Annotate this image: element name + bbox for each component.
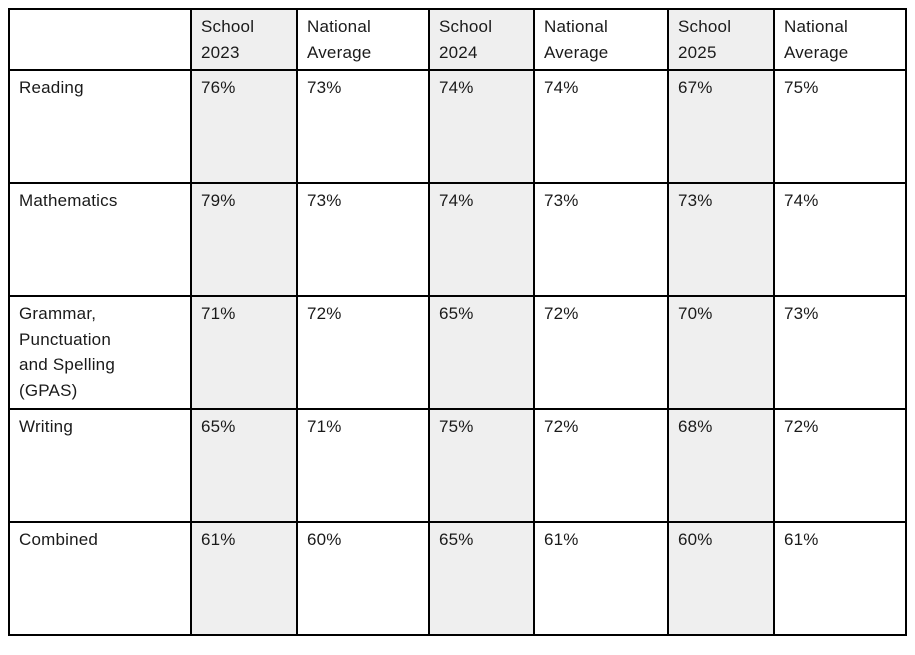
value-cell: 61% [773,521,907,636]
header-cell: School 2024 [428,8,535,71]
value-cell: 74% [428,69,535,184]
header-cell: National Average [773,8,907,71]
table-row: Grammar, Punctuation and Spelling (GPAS)… [8,295,907,410]
value-cell: 79% [190,182,298,297]
value-cell: 65% [428,521,535,636]
table-row: Mathematics 79% 73% 74% 73% 73% 74% [8,182,907,297]
value-cell: 72% [773,408,907,523]
value-cell: 73% [296,182,430,297]
table-header: School 2023 National Average School 2024 Na… [8,8,907,71]
row-label: Writing [8,408,192,523]
row-label: Mathematics [8,182,192,297]
value-cell: 74% [428,182,535,297]
value-cell: 68% [667,408,775,523]
value-cell: 74% [533,69,669,184]
value-cell: 70% [667,295,775,410]
value-cell: 72% [296,295,430,410]
row-label: Grammar, Punctuation and Spelling (GPAS) [8,295,192,410]
document-page: School 2023 National Average School 2024 Na… [8,8,907,636]
value-cell: 75% [773,69,907,184]
table-row: Writing 65% 71% 75% 72% 68% 72% [8,408,907,523]
value-cell: 75% [428,408,535,523]
value-cell: 76% [190,69,298,184]
value-cell: 73% [667,182,775,297]
value-cell: 61% [190,521,298,636]
table-row: Reading 76% 73% 74% 74% 67% 75% [8,69,907,184]
value-cell: 71% [190,295,298,410]
value-cell: 73% [533,182,669,297]
value-cell: 65% [190,408,298,523]
value-cell: 73% [296,69,430,184]
header-cell: National Average [533,8,669,71]
value-cell: 60% [296,521,430,636]
table-body: Reading 76% 73% 74% 74% 67% 75% Mathematics 79% 7… [8,69,907,636]
value-cell: 72% [533,408,669,523]
value-cell: 67% [667,69,775,184]
row-label: Reading [8,69,192,184]
header-cell: School 2025 [667,8,775,71]
value-cell: 74% [773,182,907,297]
results-table: School 2023 National Average School 2024 Na… [8,8,907,636]
value-cell: 60% [667,521,775,636]
header-row: School 2023 National Average School 2024 Na… [8,8,907,71]
value-cell: 71% [296,408,430,523]
row-label: Combined [8,521,192,636]
value-cell: 72% [533,295,669,410]
header-cell: School 2023 [190,8,298,71]
table-row: Combined 61% 60% 65% 61% 60% 61% [8,521,907,636]
value-cell: 73% [773,295,907,410]
header-cell-empty [8,8,192,71]
value-cell: 61% [533,521,669,636]
header-cell: National Average [296,8,430,71]
value-cell: 65% [428,295,535,410]
